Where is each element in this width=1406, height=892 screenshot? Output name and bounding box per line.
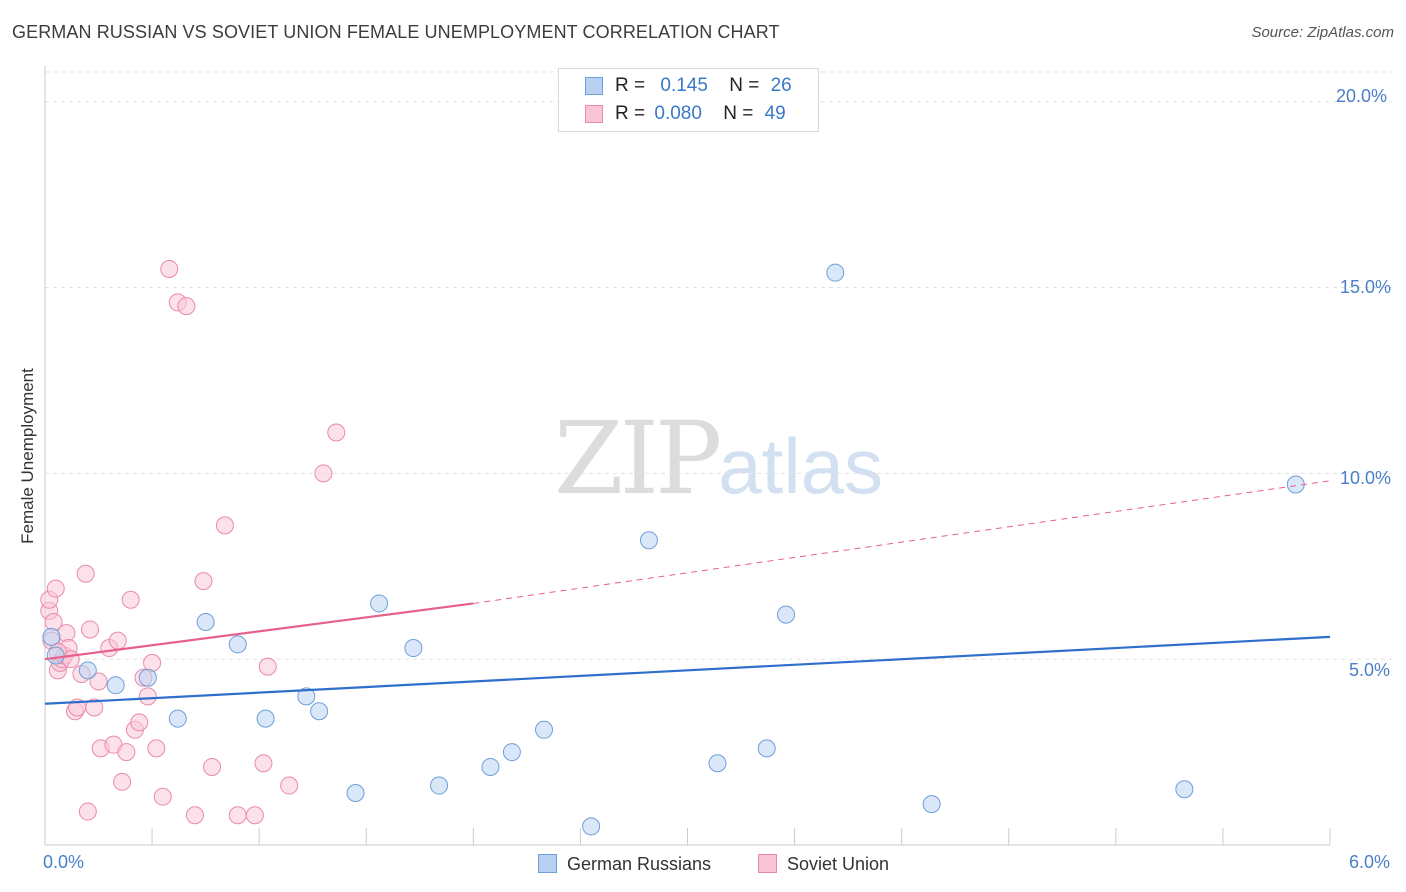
n-label: N =	[723, 103, 754, 124]
legend-text-german-russians: R = 0.145 N = 26	[615, 72, 792, 100]
y-tick-label-10: 10.0%	[1340, 468, 1392, 488]
n-value: 26	[770, 75, 792, 96]
point-german-russians	[639, 531, 658, 550]
x-axis-max-label: 6.0%	[1349, 852, 1391, 872]
point-soviet-union	[245, 806, 264, 825]
point-soviet-union	[117, 743, 136, 762]
chart-title: GERMAN RUSSIAN VS SOVIET UNION FEMALE UN…	[12, 22, 780, 42]
bottom-legend-soviet-union: Soviet Union	[758, 852, 889, 876]
point-soviet-union	[147, 739, 166, 758]
point-soviet-union	[121, 590, 140, 609]
trendline-soviet-union	[44, 602, 474, 661]
r-value: 0.145	[660, 75, 708, 96]
point-german-russians	[404, 639, 423, 658]
point-soviet-union	[314, 464, 333, 483]
point-german-russians	[502, 743, 521, 762]
point-soviet-union	[327, 423, 346, 442]
point-german-russians	[42, 627, 61, 646]
point-soviet-union	[78, 802, 97, 821]
legend-swatch-blue	[585, 77, 603, 95]
point-german-russians	[430, 776, 449, 795]
point-german-russians	[310, 702, 329, 721]
point-german-russians	[138, 668, 157, 687]
source-credit: Source: ZipAtlas.com	[1251, 24, 1394, 41]
bottom-legend-swatch-blue	[538, 854, 557, 873]
legend-row-german-russians: R = 0.145 N = 26	[559, 72, 818, 100]
point-german-russians	[46, 646, 65, 665]
point-soviet-union	[194, 572, 213, 591]
point-german-russians	[481, 757, 500, 776]
y-tick-label-5: 5.0%	[1349, 660, 1391, 680]
point-soviet-union	[203, 757, 222, 776]
legend-swatch-pink	[585, 105, 603, 123]
bottom-legend-swatch-pink	[758, 854, 777, 873]
r-label: R =	[615, 75, 646, 96]
point-soviet-union	[160, 259, 179, 278]
r-value: 0.080	[654, 103, 702, 124]
trendline-soviet-union-extension	[473, 480, 1331, 604]
trendline-german-russians	[44, 635, 1331, 705]
n-value: 49	[764, 103, 786, 124]
point-german-russians	[370, 594, 389, 613]
y-tick-label-15: 15.0%	[1340, 277, 1392, 297]
point-soviet-union	[185, 806, 204, 825]
point-soviet-union	[215, 516, 234, 535]
point-german-russians	[256, 709, 275, 728]
point-soviet-union	[228, 806, 247, 825]
point-soviet-union	[280, 776, 299, 795]
point-soviet-union	[254, 754, 273, 773]
bottom-legend-german-russians: German Russians	[538, 852, 711, 876]
point-soviet-union	[108, 631, 127, 650]
point-soviet-union	[89, 672, 108, 691]
y-tick-label-20: 20.0%	[1336, 86, 1388, 106]
legend-text-soviet-union: R = 0.080 N = 49	[615, 100, 786, 128]
legend-row-soviet-union: R = 0.080 N = 49	[559, 100, 818, 128]
point-german-russians	[535, 720, 554, 739]
point-soviet-union	[143, 653, 162, 672]
point-german-russians	[106, 676, 125, 695]
point-german-russians	[346, 783, 365, 802]
point-german-russians	[228, 635, 247, 654]
point-german-russians	[826, 263, 845, 282]
point-soviet-union	[76, 564, 95, 583]
point-soviet-union	[258, 657, 277, 676]
point-german-russians	[708, 754, 727, 773]
r-label: R =	[615, 103, 646, 124]
correlation-legend: R = 0.145 N = 26 R = 0.080 N = 49	[558, 68, 819, 132]
point-german-russians	[78, 661, 97, 680]
point-soviet-union	[130, 713, 149, 732]
point-german-russians	[582, 817, 601, 836]
n-label: N =	[729, 75, 760, 96]
bottom-legend-label-soviet-union: Soviet Union	[787, 854, 890, 874]
point-soviet-union	[138, 687, 157, 706]
point-soviet-union	[80, 620, 99, 639]
point-german-russians	[757, 739, 776, 758]
point-soviet-union	[177, 297, 196, 316]
point-soviet-union	[57, 624, 76, 643]
point-german-russians	[922, 795, 941, 814]
bottom-legend-label-german-russians: German Russians	[567, 854, 712, 874]
point-german-russians	[297, 687, 316, 706]
point-german-russians	[1175, 780, 1194, 799]
point-german-russians	[777, 605, 796, 624]
point-german-russians	[196, 613, 215, 632]
point-soviet-union	[46, 579, 65, 598]
point-soviet-union	[113, 772, 132, 791]
x-axis-min-label: 0.0%	[43, 852, 85, 872]
point-soviet-union	[153, 787, 172, 806]
point-german-russians	[168, 709, 187, 728]
point-soviet-union	[85, 698, 104, 717]
